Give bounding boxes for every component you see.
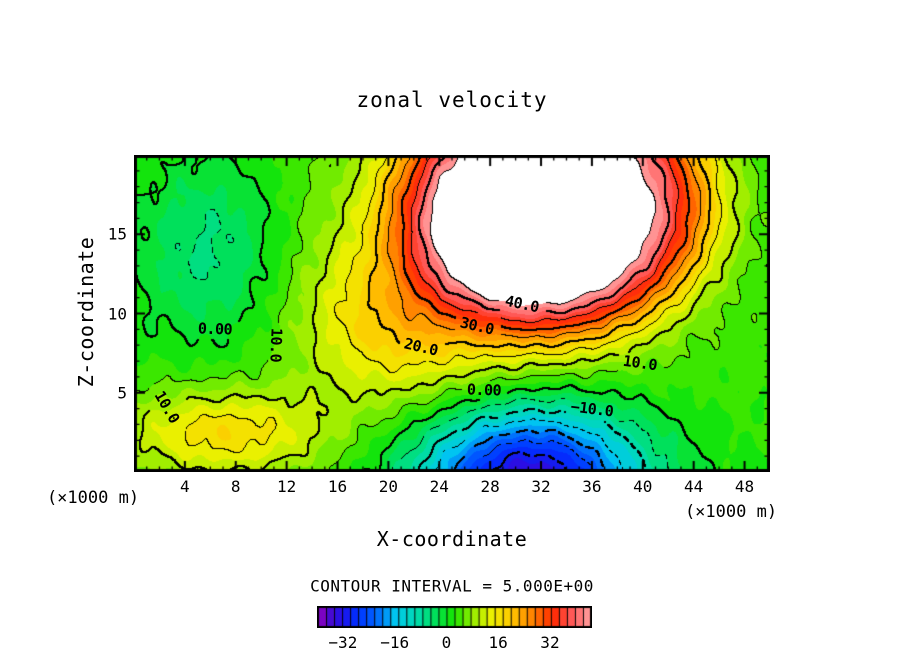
colorbar-tick-label: −32 [328, 633, 358, 652]
colorbar-tick-label: −16 [380, 633, 410, 652]
colorbar-tick-label: 32 [540, 633, 560, 652]
y-tick-label: 15 [107, 224, 127, 244]
x-axis-unit-right: (×1000 m) [684, 502, 778, 522]
x-tick-label: 44 [684, 477, 704, 496]
chart-title: zonal velocity [356, 88, 548, 112]
contour-label: 0.00 [198, 319, 233, 339]
contour-label: 10.0 [266, 327, 287, 363]
colorbar-tick-label: 16 [488, 633, 508, 652]
x-tick-label: 4 [180, 477, 190, 496]
x-tick-label: 36 [582, 477, 602, 496]
x-tick-label: 12 [276, 477, 297, 496]
x-tick-label: 8 [230, 477, 241, 496]
y-tick-label: 10 [107, 304, 127, 323]
x-tick-label: 16 [327, 477, 348, 496]
colorbar-canvas [317, 606, 592, 628]
colorbar-tick-label: 0 [441, 633, 452, 652]
x-tick-label: 48 [734, 477, 755, 496]
contour-interval-caption: CONTOUR INTERVAL = 5.000E+00 [310, 576, 594, 596]
contour-plot-canvas [134, 155, 770, 472]
contour-label: 0.00 [466, 379, 502, 400]
x-tick-label: 24 [429, 477, 449, 496]
x-tick-label: 20 [378, 477, 399, 496]
x-tick-label: 28 [480, 477, 500, 496]
x-tick-label: 32 [531, 477, 551, 496]
x-axis-unit-left: (×1000 m) [46, 488, 140, 508]
x-axis-title: X-coordinate [376, 527, 528, 551]
y-tick-label: 5 [117, 383, 127, 403]
y-axis-title: Z-coordinate [74, 236, 98, 388]
x-tick-label: 40 [633, 477, 653, 496]
